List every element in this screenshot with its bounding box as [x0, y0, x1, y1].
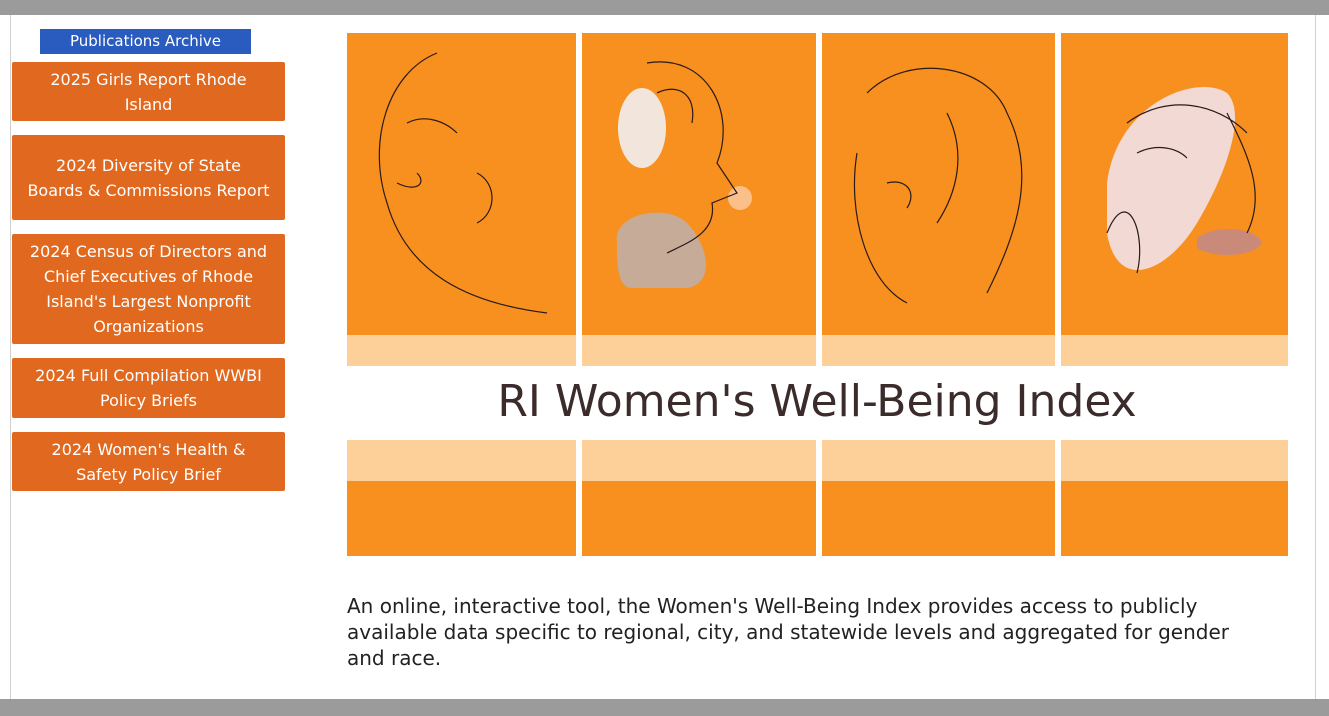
link-button[interactable]: 2024 Census of Directors and Chief Execu… — [12, 234, 285, 344]
bottom-bar — [0, 699, 1329, 716]
archive-heading: Publications Archive — [40, 29, 251, 54]
page: Publications Archive 2025 Girls Report R… — [0, 0, 1329, 716]
link-button[interactable]: 2025 Girls Report Rhode Island — [12, 62, 285, 121]
link-button[interactable]: 2024 Full Compilation WWBI Policy Briefs — [12, 358, 285, 418]
border — [10, 15, 11, 699]
description: An online, interactive tool, the Women's… — [347, 593, 1247, 671]
top-bar — [0, 0, 1329, 15]
banner: RI Women's Well-Being Index — [347, 33, 1288, 556]
banner-title: RI Women's Well-Being Index — [497, 376, 1136, 427]
link-button[interactable]: 2024 Women's Health & Safety Policy Brie… — [12, 432, 285, 491]
border — [1315, 15, 1316, 699]
link-button[interactable]: 2024 Diversity of State Boards & Commiss… — [12, 135, 285, 220]
